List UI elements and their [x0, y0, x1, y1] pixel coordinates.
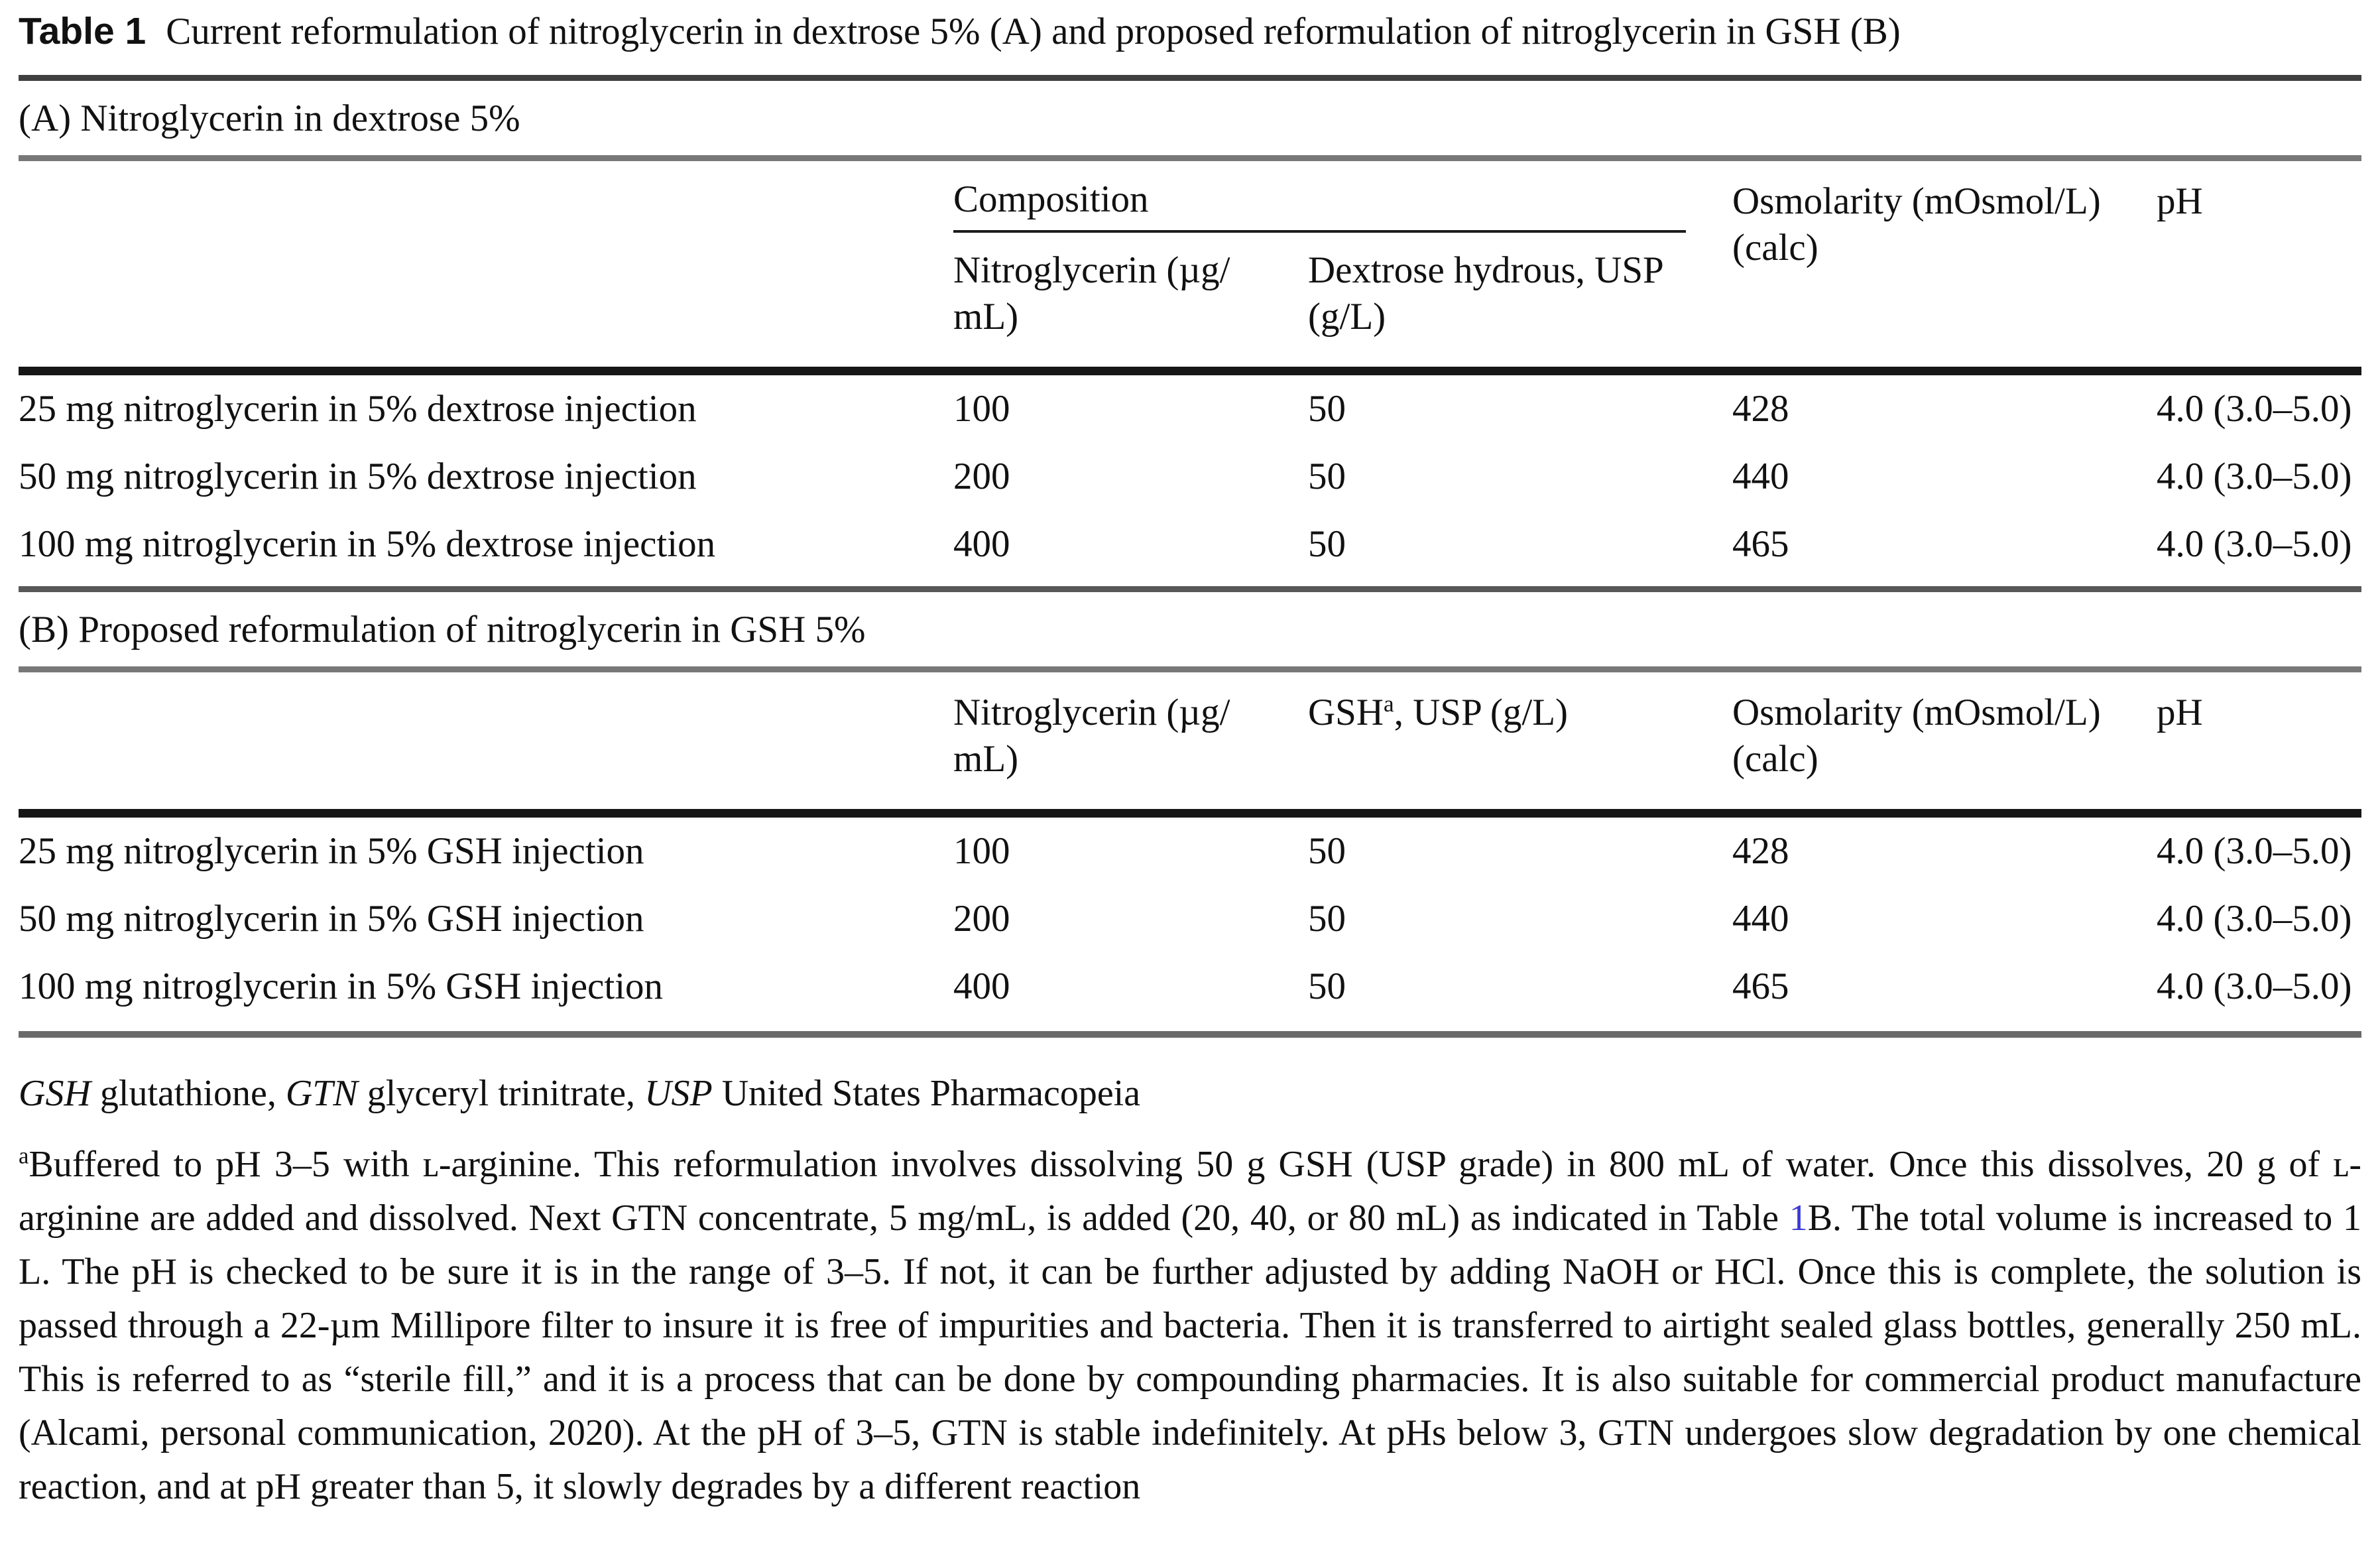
col-osmolarity-header-line2: (calc) — [1732, 738, 1818, 780]
section-a-header-row: Composition Osmolarity (mOsmol/L) (calc)… — [19, 178, 2361, 340]
col-osmolarity-header-line1: Osmolarity (mOsmol/L) — [1732, 180, 2101, 222]
abbrev-usp: USP — [644, 1073, 713, 1114]
section-a-heading: (A) Nitroglycerin in dextrose 5% — [19, 97, 520, 139]
col-gsh-header-units: , USP (g/L) — [1394, 692, 1569, 733]
footnote-a: aBuffered to pH 3–5 with ʟ-arginine. Thi… — [19, 1138, 2361, 1514]
col-nitroglycerin-header-line2: mL) — [953, 296, 1019, 338]
table-row: 50 mg nitroglycerin in 5% GSH injection … — [19, 885, 2361, 953]
nitroglycerin-value: 200 — [953, 456, 1010, 497]
col-osmolarity-header: Osmolarity (mOsmol/L) (calc) — [1732, 690, 2157, 782]
row-label: 25 mg nitroglycerin in 5% dextrose injec… — [19, 388, 697, 430]
col-gsh-header-text: GSH — [1308, 692, 1384, 733]
col-osmolarity-header-line2: (calc) — [1732, 227, 1818, 269]
ph-value: 4.0 (3.0–5.0) — [2157, 456, 2352, 497]
col-dextrose-header: Dextrose hydrous, USP (g/L) — [1308, 233, 1732, 340]
footnote-a-text-part2: B. The total volume is increased to 1 L.… — [19, 1198, 2361, 1507]
composition-spanner-header: Composition — [953, 178, 1686, 233]
col-ph-header: pH — [2157, 180, 2203, 222]
abbrev-gsh-definition: glutathione, — [90, 1073, 286, 1114]
ph-value: 4.0 (3.0–5.0) — [2157, 388, 2352, 430]
table-row: 100 mg nitroglycerin in 5% GSH injection… — [19, 953, 2361, 1020]
abbrev-gtn-definition: glyceryl trinitrate, — [357, 1073, 645, 1114]
row-label: 100 mg nitroglycerin in 5% dextrose inje… — [19, 523, 716, 565]
abbrev-gsh: GSH — [19, 1073, 91, 1114]
col-dextrose-header-line1: Dextrose hydrous, USP — [1308, 249, 1664, 291]
nitroglycerin-value: 400 — [953, 523, 1010, 565]
footnote-a-marker: a — [19, 1142, 29, 1169]
row-label: 25 mg nitroglycerin in 5% GSH injection — [19, 830, 644, 872]
section-b-header-row: Nitroglycerin (µg/ mL) GSHa, USP (g/L) O… — [19, 690, 2361, 782]
row-label: 100 mg nitroglycerin in 5% GSH injection — [19, 965, 664, 1007]
dextrose-value: 50 — [1308, 456, 1346, 497]
osmolarity-value: 440 — [1732, 456, 1789, 497]
abbrev-gtn: GTN — [285, 1073, 358, 1114]
table-caption-text: Current reformulation of nitroglycerin i… — [166, 11, 1901, 52]
osmolarity-value: 428 — [1732, 388, 1789, 430]
nitroglycerin-value: 400 — [953, 965, 1010, 1007]
table-row: 25 mg nitroglycerin in 5% GSH injection … — [19, 818, 2361, 885]
dextrose-value: 50 — [1308, 523, 1346, 565]
rule-below-section-b-heading — [19, 666, 2361, 672]
abbreviations-note: GSH glutathione, GTN glyceryl trinitrate… — [19, 1067, 2361, 1121]
rule-below-section-a-rows — [19, 586, 2361, 592]
rule-below-section-a-header — [19, 367, 2361, 375]
gsh-value: 50 — [1308, 965, 1346, 1007]
table-row: 25 mg nitroglycerin in 5% dextrose injec… — [19, 375, 2361, 443]
abbrev-usp-definition: United States Pharmacopeia — [712, 1073, 1141, 1114]
rule-below-section-b-header — [19, 809, 2361, 818]
ph-value: 4.0 (3.0–5.0) — [2157, 965, 2352, 1007]
col-ph-header: pH — [2157, 692, 2203, 733]
gsh-value: 50 — [1308, 830, 1346, 872]
table-row: 100 mg nitroglycerin in 5% dextrose inje… — [19, 511, 2361, 578]
table-caption-label: Table 1 — [19, 10, 147, 52]
table-caption: Table 1 Current reformulation of nitrogly… — [19, 0, 2361, 55]
col-dextrose-header-line2: (g/L) — [1308, 296, 1386, 338]
rule-table-bottom — [19, 1031, 2361, 1038]
col-nitroglycerin-header: Nitroglycerin (µg/ mL) — [953, 690, 1308, 782]
rule-below-caption — [19, 75, 2361, 81]
nitroglycerin-value: 100 — [953, 830, 1010, 872]
col-nitroglycerin-header-line2: mL) — [953, 738, 1019, 780]
osmolarity-value: 428 — [1732, 830, 1789, 872]
osmolarity-value: 440 — [1732, 898, 1789, 940]
footnote-a-text-part1: Buffered to pH 3–5 with ʟ-arginine. This… — [19, 1144, 2361, 1239]
nitroglycerin-value: 200 — [953, 898, 1010, 940]
ph-value: 4.0 (3.0–5.0) — [2157, 523, 2352, 565]
col-osmolarity-header-line1: Osmolarity (mOsmol/L) — [1732, 692, 2101, 733]
ph-value: 4.0 (3.0–5.0) — [2157, 898, 2352, 940]
rule-below-section-a-heading — [19, 155, 2361, 161]
col-osmolarity-header: Osmolarity (mOsmol/L) (calc) — [1732, 178, 2157, 271]
gsh-superscript-a: a — [1384, 691, 1394, 717]
col-nitroglycerin-header-line1: Nitroglycerin (µg/ — [953, 692, 1230, 733]
section-b-heading: (B) Proposed reformulation of nitroglyce… — [19, 609, 866, 650]
dextrose-value: 50 — [1308, 388, 1346, 430]
col-nitroglycerin-header-line1: Nitroglycerin (µg/ — [953, 249, 1230, 291]
gsh-value: 50 — [1308, 898, 1346, 940]
table-row: 50 mg nitroglycerin in 5% dextrose injec… — [19, 443, 2361, 511]
row-label: 50 mg nitroglycerin in 5% GSH injection — [19, 898, 644, 940]
row-label: 50 mg nitroglycerin in 5% dextrose injec… — [19, 456, 697, 497]
col-nitroglycerin-header: Nitroglycerin (µg/ mL) — [953, 233, 1308, 340]
ph-value: 4.0 (3.0–5.0) — [2157, 830, 2352, 872]
col-gsh-header: GSHa, USP (g/L) — [1308, 690, 1732, 736]
osmolarity-value: 465 — [1732, 965, 1789, 1007]
table-1b-link[interactable]: 1 — [1789, 1198, 1808, 1239]
nitroglycerin-value: 100 — [953, 388, 1010, 430]
osmolarity-value: 465 — [1732, 523, 1789, 565]
